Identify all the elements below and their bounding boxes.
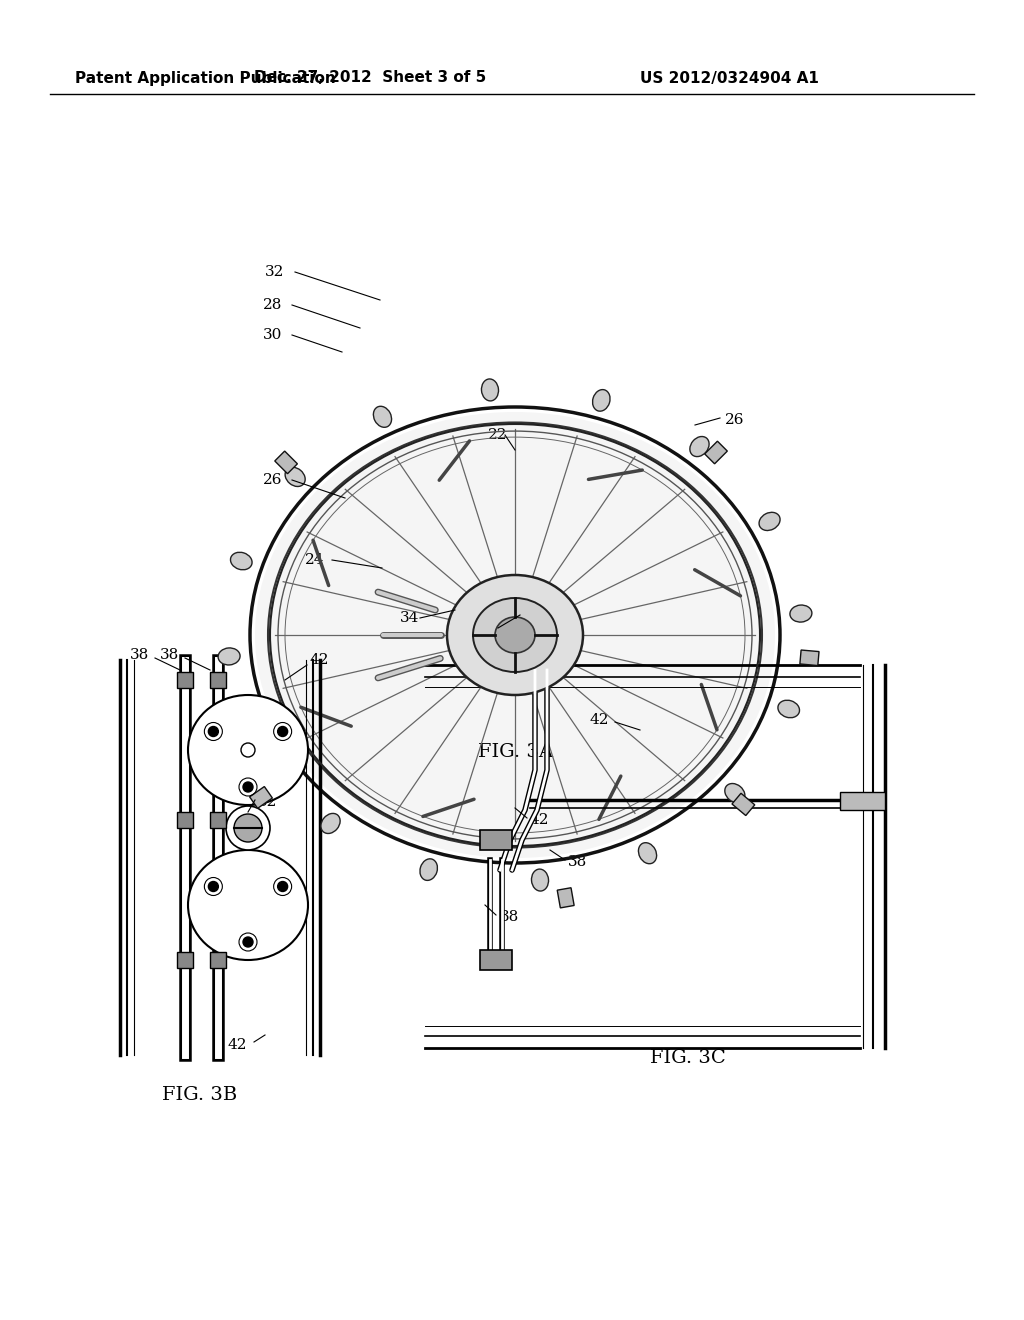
Ellipse shape <box>285 467 305 487</box>
Text: 22: 22 <box>488 428 508 442</box>
Circle shape <box>243 781 253 792</box>
Ellipse shape <box>321 813 340 833</box>
Ellipse shape <box>481 379 499 401</box>
Ellipse shape <box>374 407 391 428</box>
Text: 42: 42 <box>530 813 550 828</box>
Bar <box>705 441 727 463</box>
Bar <box>177 952 193 968</box>
Circle shape <box>278 882 288 891</box>
Text: 24: 24 <box>305 553 325 568</box>
Ellipse shape <box>778 700 800 718</box>
Circle shape <box>241 743 255 756</box>
Text: 42: 42 <box>590 713 609 727</box>
Ellipse shape <box>638 842 656 863</box>
Circle shape <box>208 726 218 737</box>
Text: 32: 32 <box>265 265 285 279</box>
Text: 30: 30 <box>263 327 283 342</box>
Ellipse shape <box>593 389 610 412</box>
Ellipse shape <box>690 437 709 457</box>
Text: 38: 38 <box>500 620 519 635</box>
Text: FIG. 3A: FIG. 3A <box>477 743 553 762</box>
Ellipse shape <box>531 869 549 891</box>
Ellipse shape <box>255 412 775 858</box>
Text: 38: 38 <box>160 648 179 663</box>
Bar <box>210 952 226 968</box>
Text: 42: 42 <box>310 653 330 667</box>
Bar <box>250 787 272 808</box>
Bar <box>210 672 226 688</box>
Text: 26: 26 <box>263 473 283 487</box>
Bar <box>210 812 226 828</box>
Text: 26: 26 <box>725 413 744 426</box>
Ellipse shape <box>230 552 252 570</box>
Circle shape <box>208 882 218 891</box>
Text: 42: 42 <box>228 1038 248 1052</box>
Ellipse shape <box>790 605 812 622</box>
Bar <box>557 888 574 908</box>
Bar <box>840 792 885 810</box>
Circle shape <box>243 937 253 946</box>
Bar <box>177 672 193 688</box>
Circle shape <box>278 726 288 737</box>
Text: 38: 38 <box>500 909 519 924</box>
Circle shape <box>234 814 262 842</box>
Text: Patent Application Publication: Patent Application Publication <box>75 70 336 86</box>
Ellipse shape <box>495 616 535 653</box>
Ellipse shape <box>759 512 780 531</box>
Bar <box>732 793 755 816</box>
Text: 38: 38 <box>130 648 150 663</box>
Bar <box>480 830 512 850</box>
Text: 38: 38 <box>568 855 587 869</box>
Ellipse shape <box>420 859 437 880</box>
Ellipse shape <box>447 576 583 696</box>
Ellipse shape <box>250 739 271 758</box>
Text: Dec. 27, 2012  Sheet 3 of 5: Dec. 27, 2012 Sheet 3 of 5 <box>254 70 486 86</box>
Bar <box>177 812 193 828</box>
Ellipse shape <box>188 696 308 805</box>
Bar <box>480 950 512 970</box>
Bar <box>274 451 297 474</box>
Text: FIG. 3C: FIG. 3C <box>650 1049 726 1067</box>
Ellipse shape <box>218 648 240 665</box>
Ellipse shape <box>725 784 744 803</box>
Text: US 2012/0324904 A1: US 2012/0324904 A1 <box>640 70 819 86</box>
Circle shape <box>226 807 270 850</box>
Text: 52: 52 <box>258 795 278 809</box>
Ellipse shape <box>473 598 557 672</box>
Bar <box>800 649 819 665</box>
Text: FIG. 3B: FIG. 3B <box>163 1086 238 1104</box>
Text: 28: 28 <box>263 298 283 312</box>
Text: 34: 34 <box>400 611 420 624</box>
Ellipse shape <box>188 850 308 960</box>
